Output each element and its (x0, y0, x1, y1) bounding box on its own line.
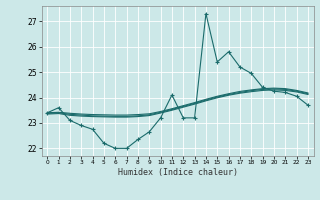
X-axis label: Humidex (Indice chaleur): Humidex (Indice chaleur) (118, 168, 237, 177)
